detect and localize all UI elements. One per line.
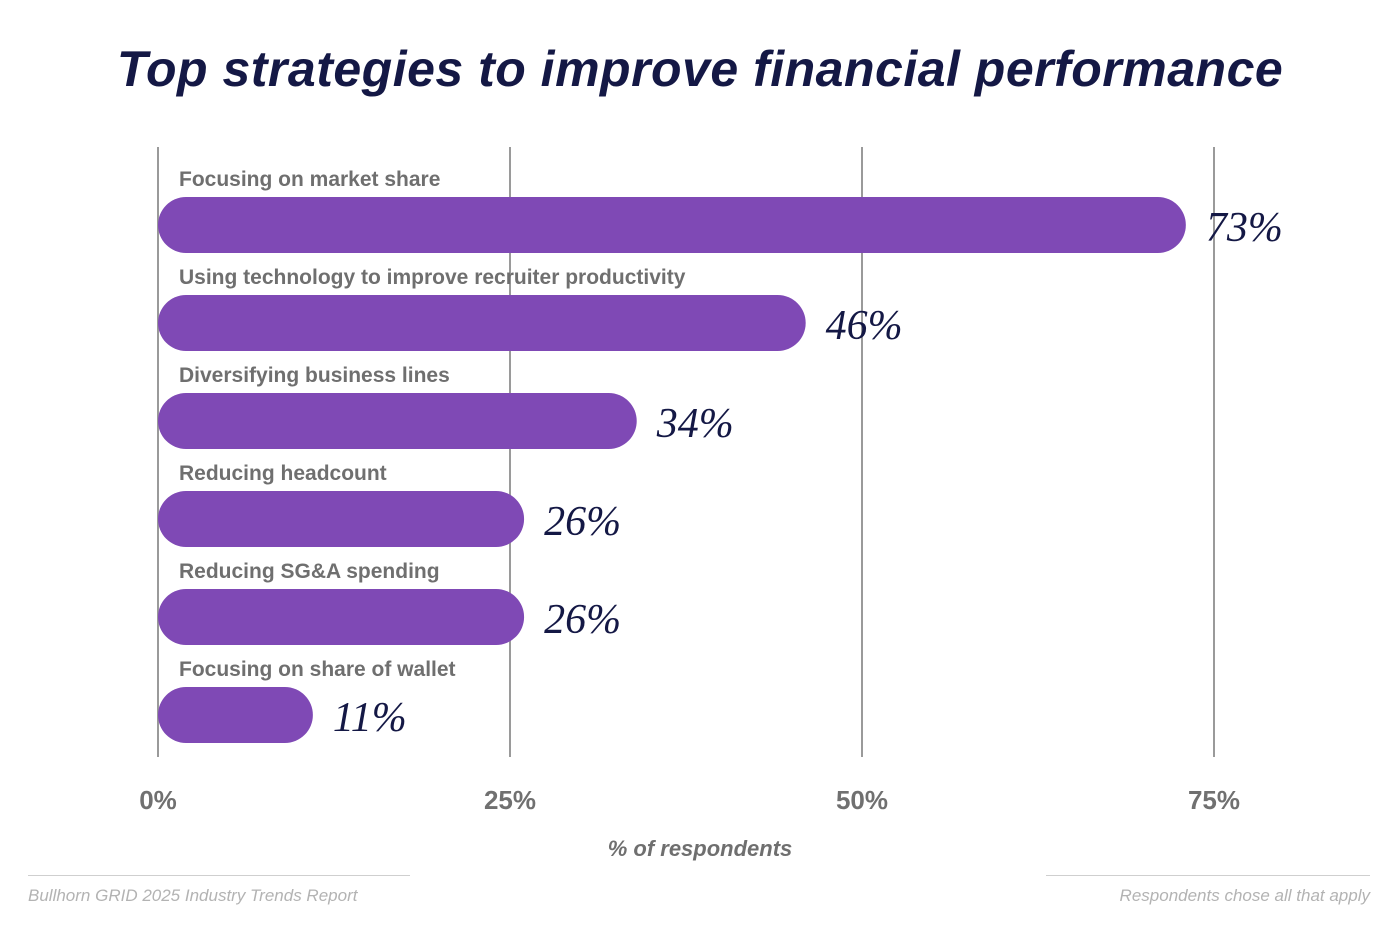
bars <box>158 197 1186 743</box>
value-label: 73% <box>1206 205 1283 251</box>
x-axis-ticks: 0% 25% 50% 75% <box>139 785 1240 815</box>
value-label: 11% <box>333 695 407 741</box>
respondents-note: Respondents chose all that apply <box>1119 886 1370 905</box>
value-labels: 73% 46% 34% 26% 26% 11% <box>333 205 1283 741</box>
source-note: Bullhorn GRID 2025 Industry Trends Repor… <box>28 886 358 905</box>
bar <box>158 687 313 743</box>
bar <box>158 491 525 547</box>
category-label: Reducing SG&A spending <box>179 560 440 583</box>
value-label: 46% <box>826 303 903 349</box>
value-label: 26% <box>544 499 621 545</box>
x-axis-label: % of respondents <box>607 836 793 861</box>
x-tick-label: 25% <box>484 785 536 815</box>
bar <box>158 589 525 645</box>
chart-title: Top strategies to improve financial perf… <box>116 41 1284 97</box>
category-label: Diversifying business lines <box>179 364 450 387</box>
category-labels: Focusing on market share Using technology… <box>179 168 686 681</box>
bar <box>158 295 806 351</box>
footer-divider-left <box>28 875 410 876</box>
x-tick-label: 50% <box>836 785 888 815</box>
x-tick-label: 0% <box>139 785 177 815</box>
category-label: Reducing headcount <box>179 462 387 485</box>
bar <box>158 197 1186 253</box>
value-label: 34% <box>656 401 734 447</box>
value-label: 26% <box>544 597 621 643</box>
category-label: Focusing on share of wallet <box>179 658 456 681</box>
category-label: Using technology to improve recruiter pr… <box>179 266 686 289</box>
bar <box>158 393 637 449</box>
footer-divider-right <box>1046 875 1370 876</box>
category-label: Focusing on market share <box>179 168 440 191</box>
x-tick-label: 75% <box>1188 785 1240 815</box>
